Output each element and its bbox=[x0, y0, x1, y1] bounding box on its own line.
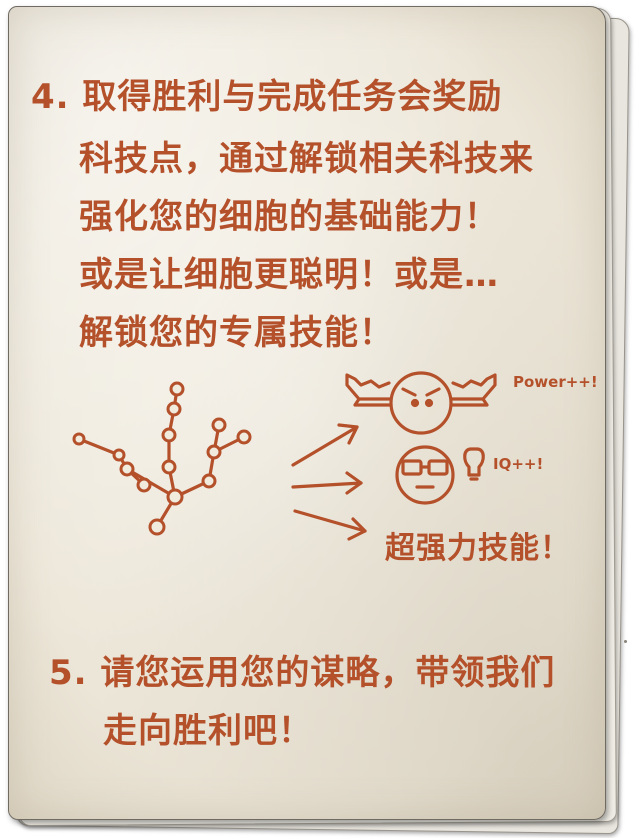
tech-node bbox=[161, 427, 177, 443]
section4-line2: 科技点，通过解锁相关科技来 bbox=[79, 139, 534, 179]
smart-face-icon bbox=[395, 445, 455, 505]
super-skill-label: 超强力技能！ bbox=[385, 531, 571, 566]
muscle-face-icon bbox=[345, 371, 497, 435]
section4-line5: 解锁您的专属技能！ bbox=[79, 313, 394, 353]
tech-node bbox=[166, 488, 184, 506]
tech-node bbox=[72, 432, 86, 446]
tech-node bbox=[119, 461, 135, 477]
tech-node bbox=[112, 448, 126, 462]
tech-node bbox=[148, 518, 166, 536]
tech-node bbox=[211, 417, 227, 433]
arrow-down-right-icon bbox=[293, 509, 367, 541]
tech-node bbox=[161, 459, 177, 475]
section4-line1: 4. 取得胜利与完成任务会奖励 bbox=[31, 77, 503, 117]
tech-node bbox=[206, 444, 222, 460]
tech-node bbox=[201, 473, 217, 489]
arrow-right-icon bbox=[291, 471, 363, 495]
tech-node bbox=[169, 381, 185, 397]
note-paper: 4. 取得胜利与完成任务会奖励 科技点，通过解锁相关科技来 强化您的细胞的基础能… bbox=[8, 6, 606, 820]
section4-line4: 或是让细胞更聪明！或是… bbox=[79, 255, 499, 295]
section4-line3: 强化您的细胞的基础能力！ bbox=[79, 197, 499, 237]
section5-line2: 走向胜利吧！ bbox=[103, 711, 313, 751]
tech-tree-nodes bbox=[72, 381, 252, 536]
tech-tree-icon bbox=[77, 387, 246, 529]
tech-tree-diagram bbox=[72, 371, 497, 541]
power-label: Power++! bbox=[513, 373, 598, 391]
tech-node bbox=[236, 429, 252, 445]
stray-dot bbox=[624, 640, 627, 643]
lightbulb-icon bbox=[463, 447, 485, 481]
tech-node bbox=[166, 401, 182, 417]
section5-line1: 5. 请您运用您的谋略，带领我们 bbox=[49, 653, 556, 693]
tech-node bbox=[136, 477, 152, 493]
arrow-up-right-icon bbox=[291, 423, 359, 467]
iq-label: IQ++! bbox=[493, 455, 544, 473]
